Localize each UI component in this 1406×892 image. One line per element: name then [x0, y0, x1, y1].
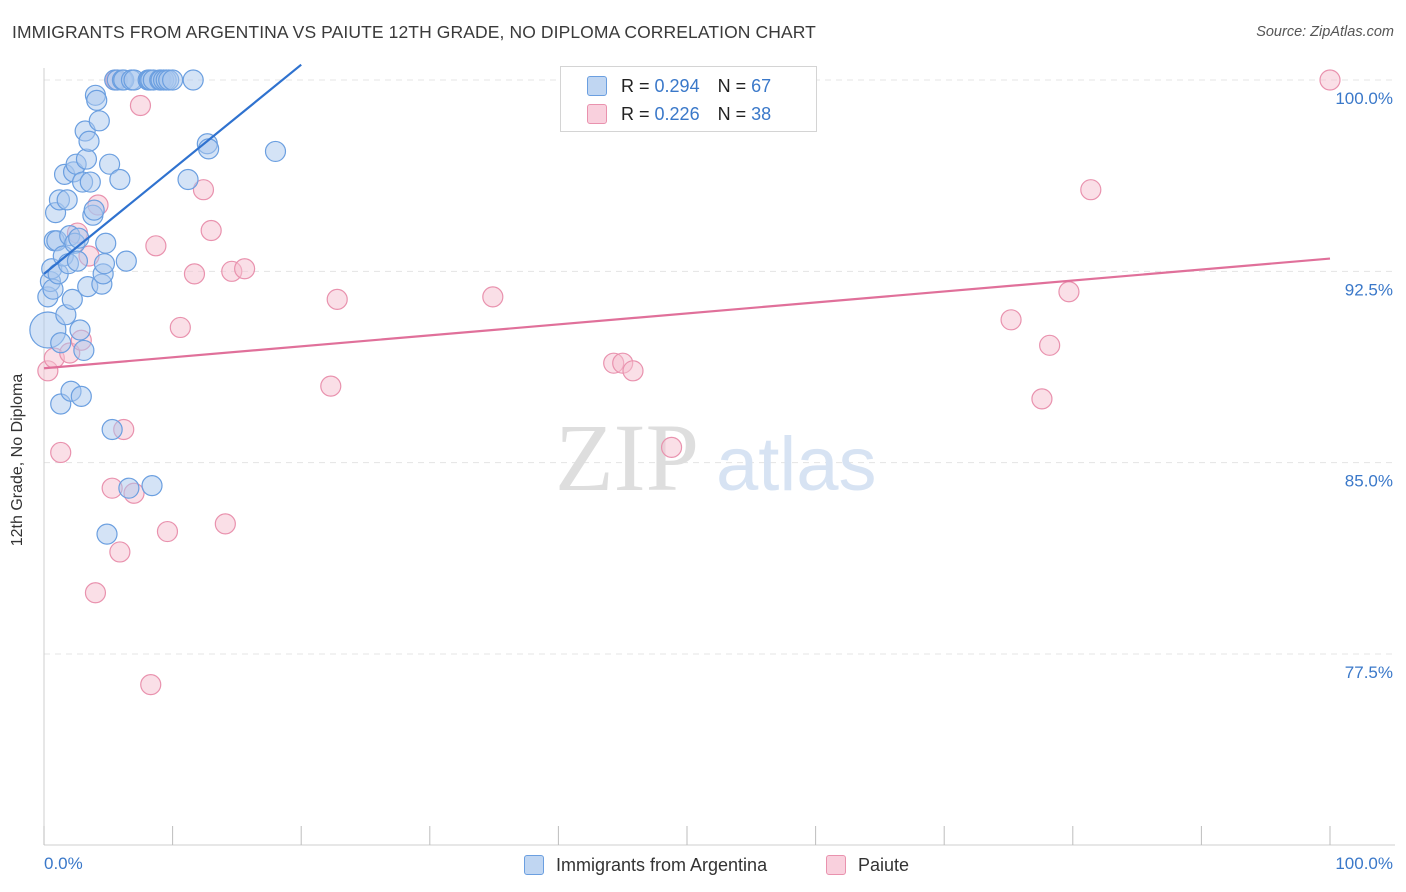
point-argentina — [50, 332, 72, 354]
tick-labels: 100.0% 92.5% 85.0% 77.5% 0.0% 100.0% — [44, 89, 1393, 873]
series-legend: Immigrants from Argentina Paiute — [0, 852, 1406, 878]
point-paiute — [1039, 334, 1061, 356]
gridlines — [44, 79, 1395, 655]
point-argentina — [66, 250, 89, 272]
legend-r-value: 0.226 — [654, 103, 700, 124]
point-paiute — [1031, 388, 1053, 410]
point-argentina — [198, 138, 220, 160]
point-argentina — [73, 339, 95, 362]
point-paiute — [482, 286, 504, 308]
point-paiute — [320, 375, 342, 397]
point-argentina — [264, 140, 287, 163]
correlation-legend: R = 0.294 N = 67 R = 0.226 N = 38 — [560, 66, 817, 132]
y-axis-title: 12th Grade, No Diploma — [9, 373, 26, 547]
point-argentina — [75, 148, 98, 170]
legend-swatch-blue — [524, 855, 544, 875]
point-paiute — [109, 541, 131, 563]
watermark: ZIP atlas — [555, 404, 877, 511]
point-argentina — [56, 189, 78, 211]
legend-r-label: R = — [621, 103, 650, 124]
point-argentina — [78, 130, 100, 152]
point-argentina — [79, 171, 101, 193]
y-tick-label: 92.5% — [1345, 280, 1393, 299]
point-paiute — [169, 316, 191, 339]
chart-title: IMMIGRANTS FROM ARGENTINA VS PAIUTE 12TH… — [12, 22, 816, 42]
point-argentina — [95, 232, 117, 254]
point-paiute — [50, 441, 72, 464]
legend-n-value: 67 — [751, 75, 772, 96]
trend-line-paiute — [43, 257, 1331, 370]
point-paiute — [1080, 179, 1102, 201]
point-paiute — [326, 288, 348, 310]
point-argentina — [141, 475, 163, 497]
y-tick-label: 85.0% — [1345, 472, 1393, 491]
point-paiute — [1000, 309, 1022, 331]
point-argentina — [88, 110, 110, 132]
point-argentina — [182, 69, 204, 91]
legend-r-value: 0.294 — [654, 75, 700, 96]
point-argentina — [162, 69, 184, 91]
point-paiute — [1319, 69, 1341, 91]
y-tick-label: 77.5% — [1345, 663, 1393, 682]
source-label: Source: ZipAtlas.com — [1256, 24, 1394, 40]
point-paiute — [1058, 281, 1080, 303]
point-paiute — [234, 258, 256, 280]
trend-lines — [43, 63, 1331, 370]
point-argentina — [101, 418, 123, 441]
point-paiute — [660, 436, 683, 458]
point-paiute — [214, 513, 236, 535]
point-argentina — [118, 477, 140, 499]
data-points — [29, 69, 1341, 696]
legend-n-value: 38 — [751, 103, 772, 124]
axes — [43, 68, 1395, 846]
point-argentina — [109, 168, 131, 191]
point-argentina — [115, 250, 137, 272]
point-paiute — [200, 219, 222, 242]
point-argentina — [86, 89, 108, 112]
point-paiute — [156, 520, 179, 543]
watermark-atlas: atlas — [716, 422, 877, 507]
point-paiute — [183, 263, 206, 285]
legend-label-argentina: Immigrants from Argentina — [556, 854, 768, 875]
point-argentina — [61, 288, 83, 310]
point-argentina — [70, 385, 92, 407]
point-argentina — [96, 523, 118, 545]
legend-item-paiute[interactable]: Paiute — [826, 852, 909, 878]
legend-item-argentina[interactable]: Immigrants from Argentina — [524, 852, 767, 878]
legend-swatch-pink — [826, 855, 846, 875]
legend-swatch-pink — [587, 104, 607, 124]
point-paiute — [192, 179, 215, 201]
point-argentina — [93, 253, 116, 275]
legend-row-paiute: R = 0.226 N = 38 — [587, 101, 771, 127]
x-tick-label-start: 0.0% — [44, 854, 83, 873]
point-paiute — [140, 674, 162, 696]
point-paiute — [84, 582, 107, 604]
legend-swatch-blue — [587, 76, 607, 96]
point-argentina — [177, 168, 199, 191]
legend-label-paiute: Paiute — [858, 854, 910, 875]
point-argentina — [83, 199, 105, 221]
point-paiute — [622, 360, 644, 382]
legend-row-argentina: R = 0.294 N = 67 — [587, 73, 771, 99]
trend-line-argentina — [43, 63, 302, 275]
legend-n-label: N = — [717, 75, 747, 96]
point-argentina — [98, 153, 121, 175]
y-tick-label: 100.0% — [1335, 89, 1393, 108]
legend-r-label: R = — [621, 75, 650, 96]
point-paiute — [129, 94, 152, 117]
legend-n-label: N = — [717, 103, 747, 124]
point-paiute — [145, 235, 167, 257]
x-tick-label-end: 100.0% — [1335, 854, 1393, 873]
point-argentina — [69, 319, 91, 341]
watermark-zip: ZIP — [555, 404, 699, 511]
